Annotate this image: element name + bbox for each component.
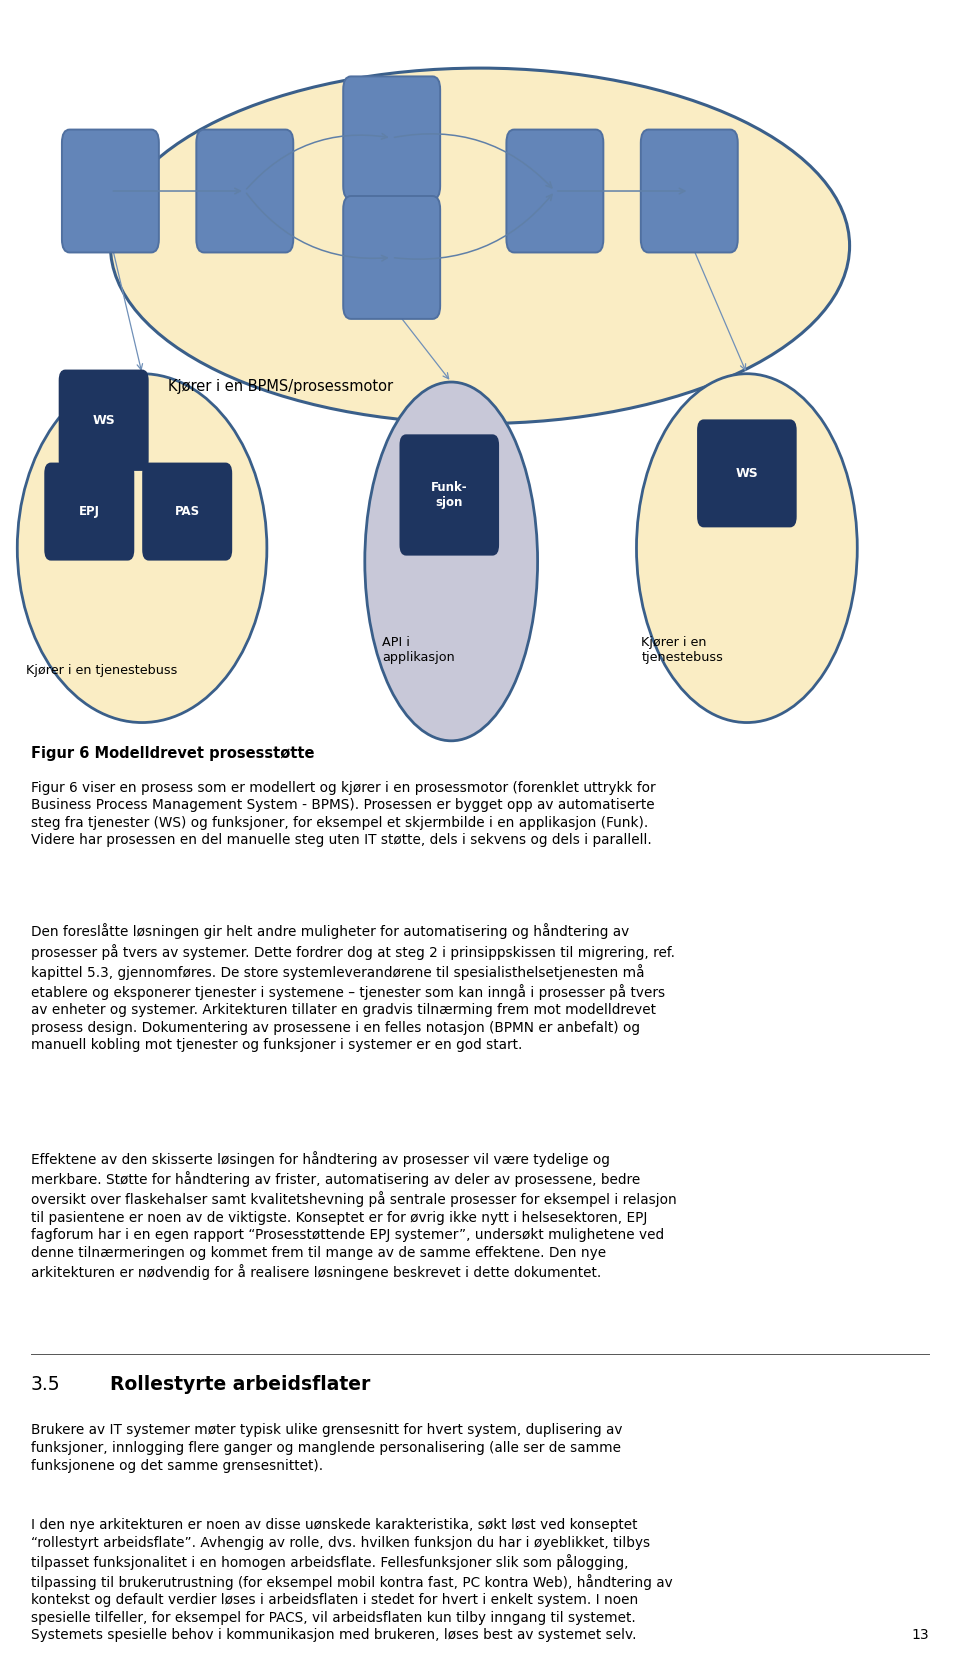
Text: Figur 6 viser en prosess som er modellert og kjører i en prosessmotor (forenklet: Figur 6 viser en prosess som er modeller… xyxy=(31,781,656,847)
FancyBboxPatch shape xyxy=(143,463,231,560)
Text: WS: WS xyxy=(735,467,758,480)
FancyBboxPatch shape xyxy=(344,76,440,199)
Ellipse shape xyxy=(17,374,267,723)
Text: Den foreslåtte løsningen gir helt andre muligheter for automatisering og håndter: Den foreslåtte løsningen gir helt andre … xyxy=(31,924,675,1053)
Text: Kjører i en tjenestebuss: Kjører i en tjenestebuss xyxy=(26,664,178,678)
Ellipse shape xyxy=(110,68,850,424)
Text: Kjører i en BPMS/prosessmotor: Kjører i en BPMS/prosessmotor xyxy=(168,379,394,394)
Text: I den nye arkitekturen er noen av disse uønskede karakteristika, søkt løst ved k: I den nye arkitekturen er noen av disse … xyxy=(31,1518,672,1643)
Text: Rollestyrte arbeidsflater: Rollestyrte arbeidsflater xyxy=(110,1375,371,1394)
Text: Brukere av IT systemer møter typisk ulike grensesnitt for hvert system, dupliser: Brukere av IT systemer møter typisk ulik… xyxy=(31,1423,622,1473)
FancyBboxPatch shape xyxy=(698,420,796,527)
FancyBboxPatch shape xyxy=(507,130,603,252)
Ellipse shape xyxy=(636,374,857,723)
FancyBboxPatch shape xyxy=(45,463,133,560)
Text: 13: 13 xyxy=(912,1628,929,1641)
Text: Kjører i en
tjenestebuss: Kjører i en tjenestebuss xyxy=(641,636,723,664)
Text: PAS: PAS xyxy=(175,505,200,518)
FancyBboxPatch shape xyxy=(196,130,294,252)
FancyBboxPatch shape xyxy=(641,130,737,252)
Text: Effektene av den skisserte løsingen for håndtering av prosesser vil være tydelig: Effektene av den skisserte løsingen for … xyxy=(31,1151,677,1281)
FancyBboxPatch shape xyxy=(61,130,158,252)
FancyBboxPatch shape xyxy=(400,435,498,555)
Text: EPJ: EPJ xyxy=(79,505,100,518)
FancyBboxPatch shape xyxy=(60,370,148,470)
Text: 3.5: 3.5 xyxy=(31,1375,60,1394)
Ellipse shape xyxy=(365,382,538,741)
Text: Figur 6 Modelldrevet prosesstøtte: Figur 6 Modelldrevet prosesstøtte xyxy=(31,746,314,761)
Text: Funk-
sjon: Funk- sjon xyxy=(431,482,468,508)
FancyBboxPatch shape xyxy=(344,196,440,319)
Text: API i
applikasjon: API i applikasjon xyxy=(382,636,455,664)
Text: WS: WS xyxy=(92,414,115,427)
